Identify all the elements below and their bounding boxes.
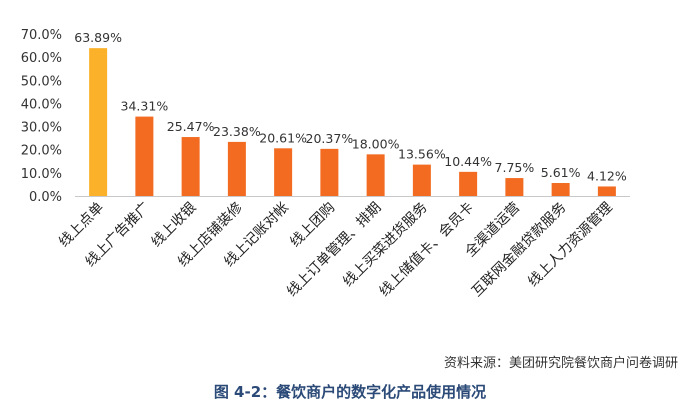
- bar-chart: 0.0% 10.0% 20.0% 30.0% 40.0% 50.0% 60.0% 70.0% 6…: [21, 28, 630, 300]
- data-label: 25.47%: [167, 119, 215, 134]
- bar: [274, 148, 293, 196]
- bar: [135, 116, 154, 196]
- y-tick-label: 40.0%: [21, 97, 62, 112]
- bar: [320, 148, 339, 196]
- bar: [505, 178, 524, 196]
- bar: [412, 164, 431, 196]
- data-label: 10.44%: [444, 154, 492, 169]
- y-tick-label: 10.0%: [21, 167, 62, 182]
- data-label: 4.12%: [587, 168, 627, 183]
- y-tick-label: 50.0%: [21, 74, 62, 89]
- figure-caption: 图 4-2：餐饮商户的数字化产品使用情况: [213, 383, 487, 401]
- data-label: 18.00%: [352, 136, 400, 151]
- bar: [89, 48, 108, 196]
- y-tick-label: 20.0%: [21, 144, 62, 159]
- source-note: 资料来源：美团研究院餐饮商户问卷调研: [443, 356, 678, 371]
- bar: [551, 183, 570, 196]
- data-label: 20.61%: [259, 130, 307, 145]
- x-tick-label: 线上人力资源管理: [525, 200, 616, 291]
- bar: [459, 171, 478, 196]
- y-tick-label: 60.0%: [21, 51, 62, 66]
- data-label: 13.56%: [398, 147, 446, 162]
- bar: [597, 186, 616, 196]
- data-label: 5.61%: [541, 165, 581, 180]
- data-label: 7.75%: [495, 160, 535, 175]
- bar: [181, 137, 200, 196]
- data-label: 23.38%: [213, 124, 261, 139]
- data-label: 63.89%: [74, 30, 122, 45]
- data-label: 34.31%: [121, 99, 169, 114]
- y-tick-label: 70.0%: [21, 28, 62, 43]
- x-tick-label: 线上买菜进货服务: [339, 199, 430, 290]
- bar: [366, 154, 385, 196]
- y-tick-label: 30.0%: [21, 121, 62, 136]
- data-label: 20.37%: [306, 131, 354, 146]
- bar: [227, 141, 246, 196]
- y-tick-label: 0.0%: [29, 190, 62, 205]
